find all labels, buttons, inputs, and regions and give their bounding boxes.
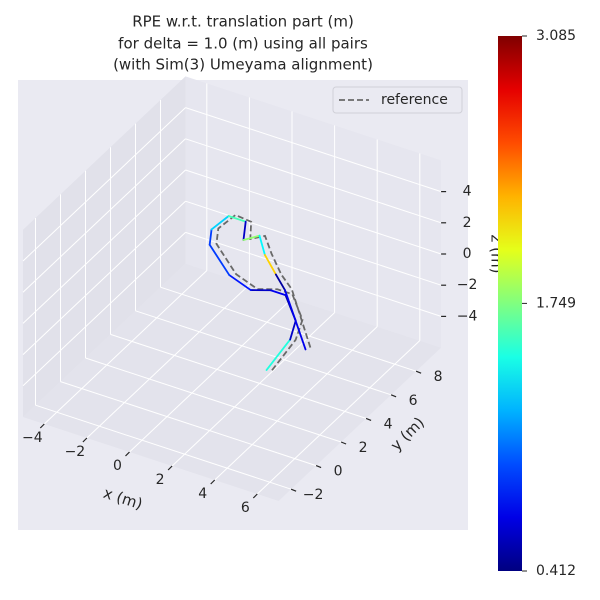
grid-line [185, 138, 442, 224]
chart-title: for delta = 1.0 (m) using all pairs [118, 35, 368, 53]
trajectory-segment [264, 254, 277, 276]
tick-mark [125, 451, 130, 457]
y-tick-label: 4 [384, 416, 393, 432]
tick-mark [390, 394, 397, 398]
y-tick-label: 2 [359, 440, 368, 456]
trajectory-segment [242, 234, 261, 241]
reference-line [215, 214, 312, 371]
grid-line [110, 333, 367, 419]
tick-mark [210, 479, 216, 485]
grid-line [22, 232, 186, 387]
trajectory-segment [208, 243, 231, 276]
tick-mark [340, 441, 347, 445]
colorbar [498, 36, 522, 571]
y-tick-label: 6 [409, 393, 418, 409]
colorbar-tick-label: 1.749 [536, 295, 576, 311]
grid-line [135, 310, 392, 396]
grid-line [185, 107, 442, 193]
grid-line [129, 298, 293, 453]
y-tick-label: 0 [334, 464, 343, 480]
tick-mark [82, 437, 88, 443]
tick-mark [252, 493, 258, 499]
grid-line [214, 326, 378, 481]
trajectory-segment [274, 273, 286, 292]
x-tick-label: −4 [22, 430, 43, 446]
grid-line [22, 200, 186, 355]
x-tick-label: 6 [241, 500, 250, 516]
grid-line [160, 286, 417, 372]
trajectory-segment [269, 289, 287, 297]
grid-line [185, 231, 442, 317]
tick-mark [315, 465, 322, 469]
grid-line [35, 404, 292, 490]
trajectory-segment [265, 338, 292, 371]
floor-pane [23, 263, 442, 501]
grid-line [22, 107, 186, 262]
trajectory-segment [284, 289, 307, 351]
grid-line [85, 357, 342, 443]
tick-mark [365, 417, 372, 421]
grid-line [22, 169, 186, 324]
chart-title: RPE w.r.t. translation part (m) [132, 13, 354, 31]
colorbar-tick-label: 0.412 [536, 563, 576, 579]
legend-label: reference [381, 92, 448, 108]
tick-mark [290, 488, 297, 492]
grid-line [43, 270, 208, 425]
z-tick-label: 2 [463, 215, 472, 231]
grid-line [22, 138, 186, 293]
chart-title: (with Sim(3) Umeyama alignment) [113, 56, 373, 74]
trajectory-segment [258, 234, 266, 256]
z-tick-label: −4 [457, 308, 478, 324]
legend-box [332, 86, 463, 114]
grid-line [185, 200, 442, 286]
y-tick-label: −2 [303, 487, 324, 503]
grid-line [86, 284, 250, 439]
x-tick-label: 2 [156, 472, 165, 488]
trajectory-segment [289, 319, 297, 341]
trajectory-segment [228, 274, 252, 291]
grid-line [256, 340, 421, 495]
x-tick-label: 4 [198, 486, 207, 502]
z-tick-label: 4 [463, 184, 472, 200]
grid-line [60, 381, 317, 467]
trajectory-segment [208, 228, 213, 246]
trajectory-segment [242, 220, 247, 241]
tick-mark [167, 465, 173, 471]
grid-line [185, 169, 442, 255]
x-tick-label: 0 [113, 458, 122, 474]
z-tick-label: −2 [457, 277, 478, 293]
colorbar-tick-label: 3.085 [536, 28, 576, 44]
y-tick-label: 8 [434, 369, 443, 385]
trajectory-segment [210, 215, 230, 231]
x-tick-label: −2 [65, 444, 86, 460]
tick-mark [415, 370, 422, 374]
z-tick-label: 0 [463, 246, 472, 262]
tick-mark [39, 423, 45, 429]
trajectory-segment [227, 215, 247, 223]
